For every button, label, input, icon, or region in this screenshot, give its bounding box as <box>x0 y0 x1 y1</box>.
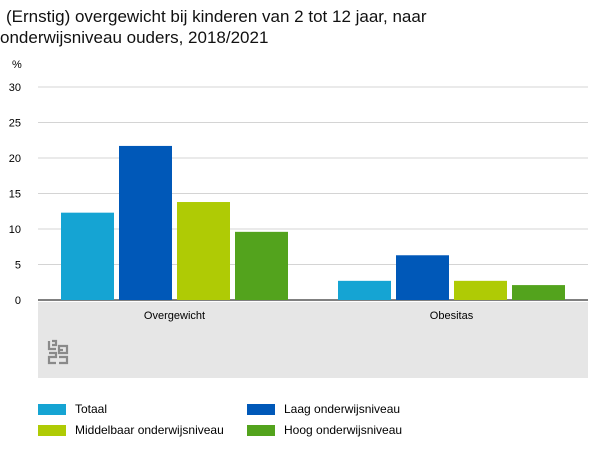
bar <box>177 202 230 300</box>
bar-series <box>61 145 565 300</box>
y-tick-label: 20 <box>9 153 21 165</box>
bar <box>235 231 288 300</box>
cbs-logo-icon <box>47 338 69 371</box>
y-tick-label: 15 <box>9 189 21 201</box>
chart-title: (Ernstig) overgewicht bij kinderen van 2… <box>0 6 590 48</box>
bar <box>119 145 172 300</box>
bar <box>61 212 114 300</box>
category-label: Overgewicht <box>144 310 205 322</box>
chart-title-line-2: onderwijsniveau ouders, 2018/2021 <box>0 28 269 47</box>
y-tick-label: 30 <box>9 82 21 94</box>
bar <box>338 280 391 300</box>
y-axis-ticks: 0 5 10 15 20 25 30 <box>9 82 21 307</box>
y-tick-label: 0 <box>15 295 21 307</box>
bar <box>454 280 507 300</box>
bar <box>396 255 449 300</box>
chart-title-line-1: (Ernstig) overgewicht bij kinderen van 2… <box>6 7 427 26</box>
category-labels: Overgewicht Obesitas <box>144 310 474 322</box>
y-tick-label: 10 <box>9 224 21 236</box>
category-label-band <box>38 302 588 378</box>
category-label: Obesitas <box>430 310 474 322</box>
bar <box>512 285 565 300</box>
y-tick-label: 25 <box>9 118 21 130</box>
y-axis-unit-label: % <box>12 59 22 71</box>
y-tick-label: 5 <box>15 260 21 272</box>
